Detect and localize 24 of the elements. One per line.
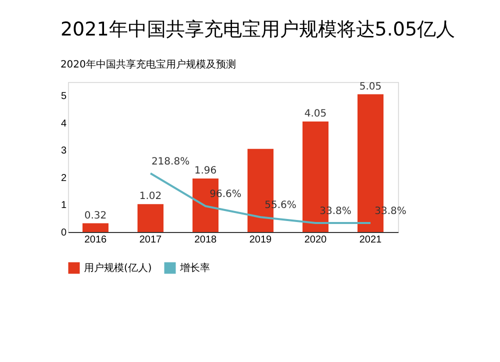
bar xyxy=(82,223,108,232)
y-tick-label: 2 xyxy=(60,172,67,184)
data-label: 1.02 xyxy=(139,191,162,202)
y-tick-label: 3 xyxy=(60,146,67,157)
data-label: 4.05 xyxy=(304,108,327,120)
legend-label: 用户规模(亿人) xyxy=(84,262,152,274)
data-label: 1.96 xyxy=(194,166,217,177)
data-label: 218.8% xyxy=(151,156,190,168)
legend-label: 增长率 xyxy=(179,262,210,274)
x-tick-label: 2018 xyxy=(194,234,218,246)
y-tick-label: 1 xyxy=(60,200,67,212)
bar xyxy=(138,204,164,232)
y-tick-label: 0 xyxy=(60,228,67,238)
chart-title: 2021年中国共享充电宝用户规模将达5.05亿人 xyxy=(60,18,456,40)
x-tick-label: 2019 xyxy=(249,234,272,246)
data-label: 0.32 xyxy=(84,210,107,222)
x-tick-label: 2016 xyxy=(84,234,108,246)
data-label: 5.05 xyxy=(359,81,382,92)
chart-subtitle: 2020年中国共享充电宝用户规模及预测 xyxy=(60,58,236,70)
x-tick-label: 2017 xyxy=(139,234,162,246)
x-tick-label: 2020 xyxy=(304,234,328,246)
y-tick-label: 4 xyxy=(60,118,67,130)
y-tick-label: 5 xyxy=(60,91,67,102)
x-tick-label: 2021 xyxy=(359,234,382,246)
